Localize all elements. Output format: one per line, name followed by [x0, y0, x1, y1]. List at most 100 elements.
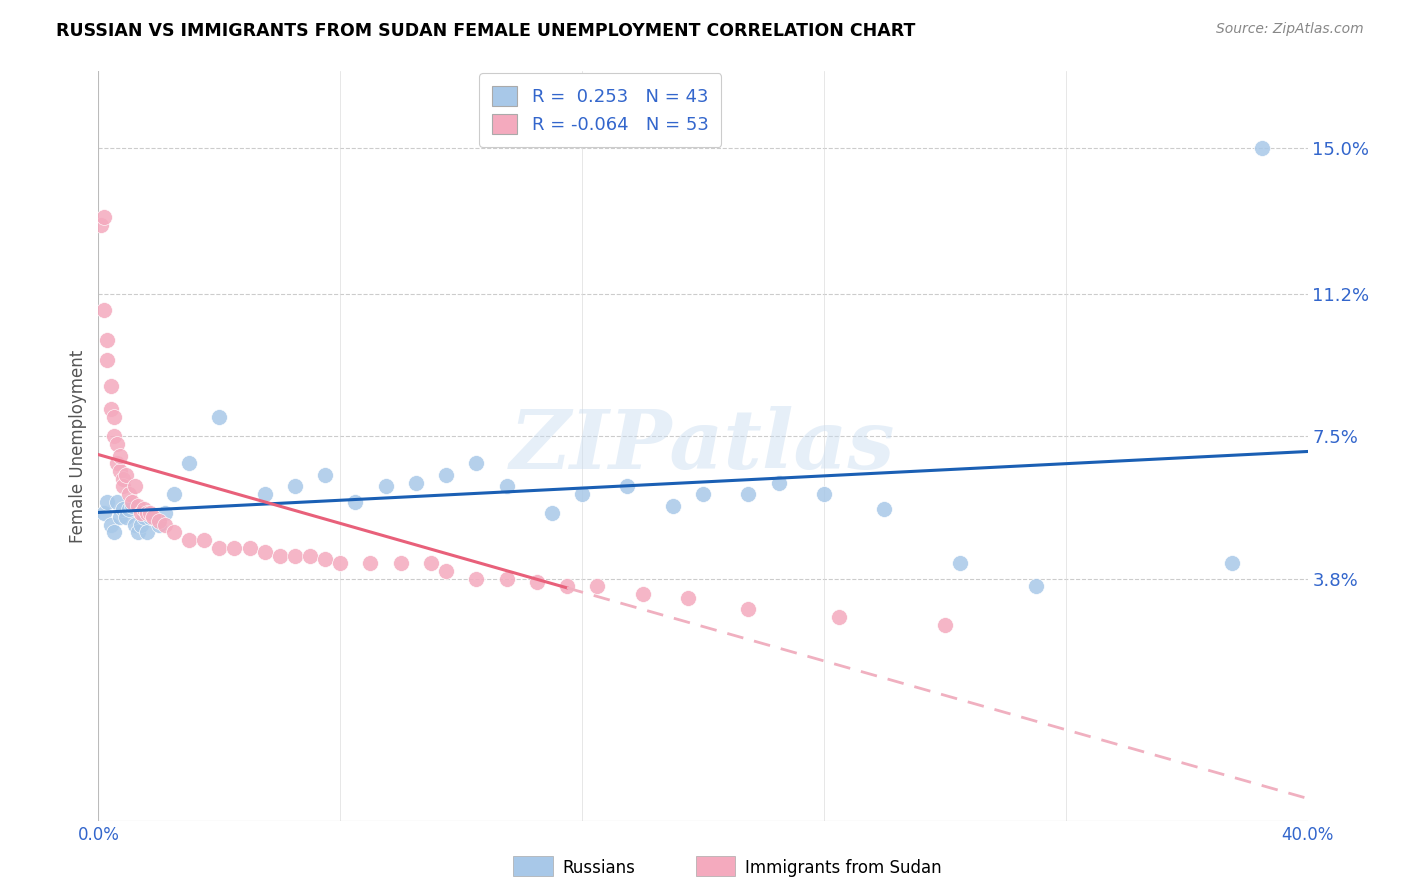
- Point: [314, 552, 336, 566]
- Point: [526, 575, 548, 590]
- Point: [132, 510, 155, 524]
- Point: [571, 487, 593, 501]
- Point: [129, 517, 152, 532]
- Point: [465, 456, 488, 470]
- Point: [105, 494, 128, 508]
- Point: [124, 517, 146, 532]
- Point: [314, 467, 336, 482]
- Point: [108, 510, 131, 524]
- Text: Russians: Russians: [562, 859, 636, 877]
- Point: [163, 487, 186, 501]
- Legend: R =  0.253   N = 43, R = -0.064   N = 53: R = 0.253 N = 43, R = -0.064 N = 53: [479, 73, 721, 147]
- Point: [118, 502, 141, 516]
- Point: [828, 610, 851, 624]
- Point: [135, 506, 157, 520]
- Point: [284, 479, 307, 493]
- Text: ZIPatlas: ZIPatlas: [510, 406, 896, 486]
- Point: [103, 429, 125, 443]
- Point: [813, 487, 835, 501]
- Text: Source: ZipAtlas.com: Source: ZipAtlas.com: [1216, 22, 1364, 37]
- Point: [239, 541, 262, 555]
- Point: [420, 556, 443, 570]
- Point: [329, 556, 352, 570]
- Point: [93, 302, 115, 317]
- Point: [139, 506, 162, 520]
- Point: [284, 549, 307, 563]
- Point: [434, 564, 457, 578]
- Point: [100, 402, 122, 417]
- Point: [360, 556, 382, 570]
- Point: [269, 549, 291, 563]
- Point: [153, 506, 176, 520]
- Point: [127, 499, 149, 513]
- Point: [224, 541, 246, 555]
- Point: [179, 533, 201, 548]
- Point: [253, 487, 276, 501]
- Point: [616, 479, 638, 493]
- Point: [105, 456, 128, 470]
- Point: [949, 556, 972, 570]
- Point: [631, 587, 654, 601]
- Point: [105, 437, 128, 451]
- Point: [118, 487, 141, 501]
- Point: [100, 517, 122, 532]
- Point: [163, 525, 186, 540]
- Point: [142, 510, 165, 524]
- Point: [108, 464, 131, 478]
- Point: [114, 467, 136, 482]
- Point: [129, 506, 152, 520]
- Point: [344, 494, 367, 508]
- Point: [208, 541, 231, 555]
- Point: [208, 410, 231, 425]
- Point: [676, 591, 699, 605]
- Point: [93, 506, 115, 520]
- Point: [389, 556, 412, 570]
- Point: [121, 499, 143, 513]
- Point: [111, 502, 134, 516]
- Point: [100, 379, 122, 393]
- Text: Immigrants from Sudan: Immigrants from Sudan: [745, 859, 942, 877]
- Point: [96, 494, 118, 508]
- Point: [495, 479, 517, 493]
- Point: [139, 510, 162, 524]
- Point: [93, 211, 115, 225]
- Point: [132, 502, 155, 516]
- Point: [586, 579, 609, 593]
- Text: RUSSIAN VS IMMIGRANTS FROM SUDAN FEMALE UNEMPLOYMENT CORRELATION CHART: RUSSIAN VS IMMIGRANTS FROM SUDAN FEMALE …: [56, 22, 915, 40]
- Point: [193, 533, 215, 548]
- Point: [103, 525, 125, 540]
- Point: [495, 572, 517, 586]
- Point: [1024, 579, 1046, 593]
- Point: [465, 572, 488, 586]
- Point: [148, 517, 170, 532]
- Point: [692, 487, 714, 501]
- Point: [135, 525, 157, 540]
- Point: [96, 334, 118, 348]
- Point: [90, 218, 112, 232]
- Point: [121, 494, 143, 508]
- Point: [148, 514, 170, 528]
- Point: [111, 472, 134, 486]
- Y-axis label: Female Unemployment: Female Unemployment: [69, 350, 87, 542]
- Point: [540, 506, 562, 520]
- Point: [405, 475, 427, 490]
- Point: [111, 479, 134, 493]
- Point: [374, 479, 396, 493]
- Point: [179, 456, 201, 470]
- Point: [737, 487, 759, 501]
- Point: [124, 479, 146, 493]
- Point: [768, 475, 790, 490]
- Point: [103, 410, 125, 425]
- Point: [114, 510, 136, 524]
- Point: [127, 525, 149, 540]
- Point: [434, 467, 457, 482]
- Point: [253, 544, 276, 558]
- Point: [153, 517, 176, 532]
- Point: [661, 499, 683, 513]
- Point: [96, 352, 118, 367]
- Point: [299, 549, 322, 563]
- Point: [1220, 556, 1243, 570]
- Point: [737, 602, 759, 616]
- Point: [873, 502, 896, 516]
- Point: [1251, 141, 1274, 155]
